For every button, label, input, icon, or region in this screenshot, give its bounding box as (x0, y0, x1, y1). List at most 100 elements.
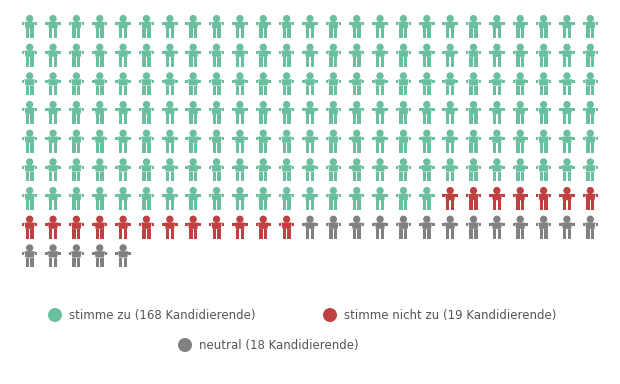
Polygon shape (194, 143, 197, 153)
Polygon shape (118, 137, 128, 143)
Circle shape (400, 130, 407, 137)
Polygon shape (311, 114, 314, 124)
Circle shape (446, 130, 454, 137)
Polygon shape (165, 51, 175, 57)
Polygon shape (492, 51, 502, 57)
Circle shape (446, 44, 454, 51)
Circle shape (494, 215, 500, 223)
Polygon shape (516, 57, 520, 67)
Polygon shape (124, 229, 127, 239)
Polygon shape (189, 28, 193, 38)
Polygon shape (559, 79, 562, 83)
Polygon shape (516, 229, 520, 239)
Polygon shape (466, 108, 468, 111)
Polygon shape (175, 166, 177, 169)
Polygon shape (35, 194, 37, 197)
Polygon shape (124, 143, 127, 153)
Polygon shape (468, 223, 479, 229)
Polygon shape (71, 108, 82, 114)
Polygon shape (264, 86, 267, 95)
Polygon shape (279, 223, 281, 226)
Polygon shape (305, 108, 315, 114)
Polygon shape (209, 194, 211, 197)
Polygon shape (194, 114, 197, 124)
Polygon shape (443, 108, 445, 111)
Polygon shape (25, 143, 29, 153)
Polygon shape (211, 223, 222, 229)
Polygon shape (222, 223, 224, 226)
Polygon shape (264, 114, 267, 124)
Circle shape (96, 187, 104, 194)
Polygon shape (526, 79, 528, 83)
Polygon shape (498, 229, 501, 239)
Polygon shape (339, 79, 341, 83)
Polygon shape (170, 229, 174, 239)
Polygon shape (152, 79, 154, 83)
Polygon shape (466, 79, 468, 83)
Polygon shape (585, 108, 596, 114)
Polygon shape (311, 229, 314, 239)
Polygon shape (516, 200, 520, 210)
Polygon shape (185, 137, 188, 140)
Polygon shape (283, 200, 286, 210)
Circle shape (26, 72, 33, 79)
Polygon shape (236, 229, 239, 239)
Polygon shape (264, 28, 267, 38)
Polygon shape (22, 51, 24, 54)
Polygon shape (562, 51, 572, 57)
Polygon shape (502, 194, 505, 197)
Circle shape (564, 158, 570, 166)
Polygon shape (596, 79, 598, 83)
Polygon shape (119, 28, 122, 38)
Polygon shape (69, 51, 71, 54)
Polygon shape (498, 57, 501, 67)
Polygon shape (422, 51, 432, 57)
Polygon shape (443, 194, 445, 197)
Polygon shape (423, 28, 426, 38)
Polygon shape (35, 252, 37, 255)
Polygon shape (281, 194, 292, 200)
Polygon shape (100, 143, 104, 153)
Polygon shape (526, 166, 528, 169)
Polygon shape (516, 86, 520, 95)
Polygon shape (73, 114, 76, 124)
Polygon shape (349, 194, 352, 197)
Polygon shape (357, 229, 361, 239)
Polygon shape (489, 194, 492, 197)
Circle shape (236, 44, 244, 51)
Circle shape (564, 44, 570, 51)
Polygon shape (58, 166, 61, 169)
Polygon shape (399, 172, 403, 181)
Polygon shape (283, 229, 286, 239)
Polygon shape (559, 137, 562, 140)
Circle shape (260, 130, 267, 137)
Polygon shape (82, 79, 84, 83)
Polygon shape (539, 229, 543, 239)
Polygon shape (445, 194, 455, 200)
Polygon shape (170, 57, 174, 67)
Polygon shape (352, 108, 362, 114)
Polygon shape (423, 172, 426, 181)
Polygon shape (385, 194, 388, 197)
Polygon shape (404, 229, 407, 239)
Circle shape (166, 44, 174, 51)
Polygon shape (479, 108, 481, 111)
Polygon shape (35, 166, 37, 169)
Polygon shape (211, 165, 222, 172)
Polygon shape (165, 223, 175, 229)
Polygon shape (311, 86, 314, 95)
Polygon shape (396, 79, 398, 83)
Polygon shape (49, 114, 52, 124)
Circle shape (470, 187, 477, 194)
Polygon shape (489, 51, 492, 54)
Polygon shape (119, 229, 122, 239)
Polygon shape (92, 166, 94, 169)
Polygon shape (427, 28, 431, 38)
Polygon shape (498, 200, 501, 210)
Circle shape (143, 130, 150, 137)
Polygon shape (166, 172, 169, 181)
Polygon shape (492, 137, 502, 143)
Circle shape (50, 130, 56, 137)
Polygon shape (105, 194, 107, 197)
Polygon shape (281, 223, 292, 229)
